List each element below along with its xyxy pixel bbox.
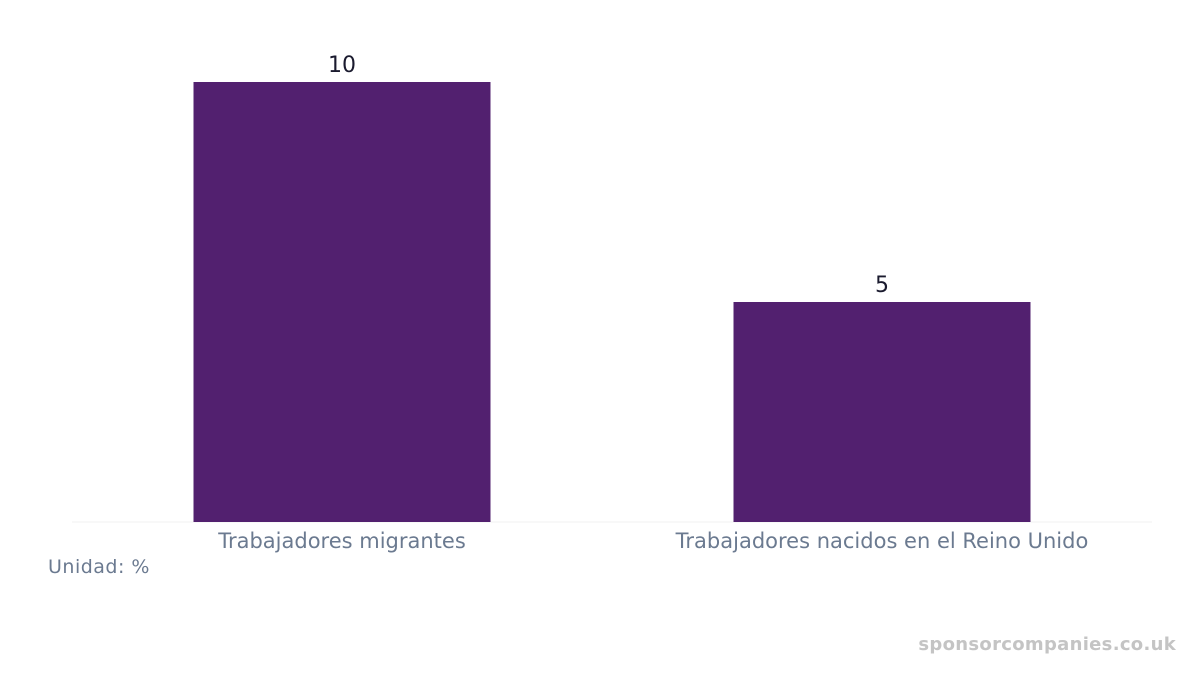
- watermark: sponsorcompanies.co.uk: [918, 634, 1176, 655]
- labels-layer: 10 Trabajadores migrantes 5 Trabajadores na…: [217, 53, 1088, 553]
- bars-layer: [193, 82, 1031, 522]
- bar-2: [733, 302, 1031, 522]
- bar-1: [193, 82, 491, 522]
- data-label-2: 5: [875, 273, 889, 298]
- data-label-1: 10: [328, 53, 356, 78]
- unit-label: Unidad: %: [48, 556, 150, 578]
- x-tick-label-1: Trabajadores migrantes: [217, 529, 466, 553]
- x-tick-label-2: Trabajadores nacidos en el Reino Unido: [675, 529, 1089, 553]
